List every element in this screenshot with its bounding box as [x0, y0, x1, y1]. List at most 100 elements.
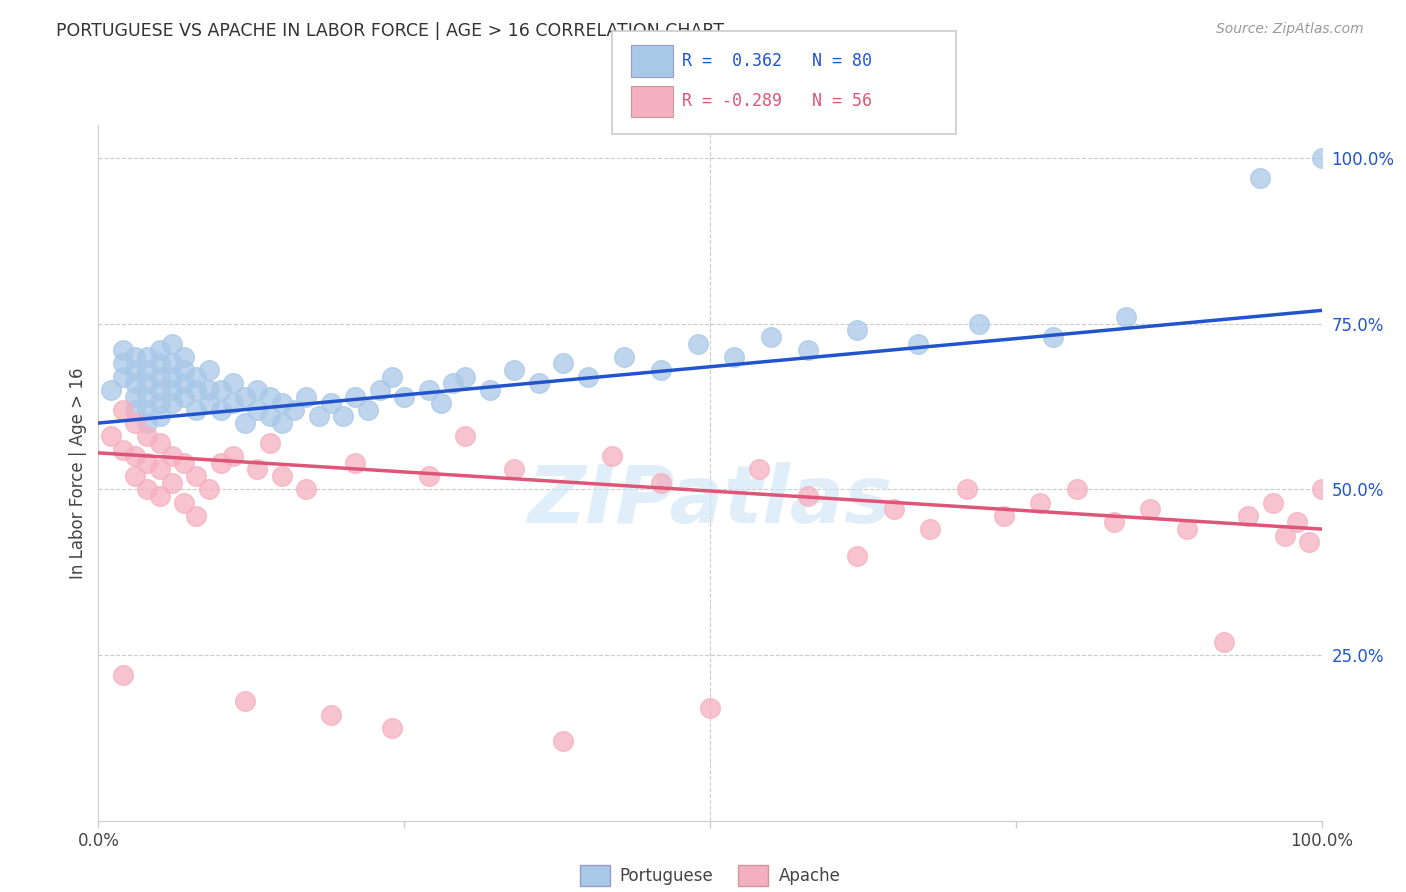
- Point: [233, 694, 256, 708]
- Point: [209, 383, 232, 397]
- Point: [124, 402, 146, 417]
- Point: [344, 390, 367, 404]
- Point: [613, 350, 636, 364]
- Point: [418, 469, 440, 483]
- Point: [136, 402, 159, 417]
- Point: [160, 369, 183, 384]
- Point: [1286, 516, 1309, 530]
- Point: [553, 356, 575, 370]
- Point: [111, 356, 134, 370]
- Point: [699, 701, 721, 715]
- Point: [1298, 535, 1320, 549]
- Point: [1029, 495, 1052, 509]
- Point: [124, 390, 146, 404]
- Point: [650, 363, 672, 377]
- Point: [149, 369, 172, 384]
- Point: [209, 402, 232, 417]
- Point: [993, 508, 1015, 523]
- Point: [111, 402, 134, 417]
- Point: [308, 409, 330, 424]
- Text: PORTUGUESE VS APACHE IN LABOR FORCE | AGE > 16 CORRELATION CHART: PORTUGUESE VS APACHE IN LABOR FORCE | AG…: [56, 22, 724, 40]
- Point: [173, 363, 195, 377]
- Point: [956, 483, 979, 497]
- Point: [124, 376, 146, 391]
- Point: [124, 449, 146, 463]
- Point: [920, 522, 942, 536]
- Point: [149, 462, 172, 476]
- Point: [553, 734, 575, 748]
- Legend: Portuguese, Apache: Portuguese, Apache: [574, 859, 846, 892]
- Point: [160, 396, 183, 410]
- Text: Source: ZipAtlas.com: Source: ZipAtlas.com: [1216, 22, 1364, 37]
- Point: [907, 336, 929, 351]
- Point: [136, 376, 159, 391]
- Point: [344, 456, 367, 470]
- Point: [259, 436, 281, 450]
- Point: [246, 383, 269, 397]
- Point: [197, 363, 219, 377]
- Point: [270, 396, 294, 410]
- Point: [124, 416, 146, 430]
- Point: [111, 369, 134, 384]
- Point: [1115, 310, 1137, 324]
- Point: [124, 350, 146, 364]
- Point: [149, 396, 172, 410]
- Point: [1042, 330, 1064, 344]
- Point: [197, 396, 219, 410]
- Point: [883, 502, 905, 516]
- Text: ZIPatlas: ZIPatlas: [527, 461, 893, 540]
- Point: [173, 376, 195, 391]
- Point: [173, 350, 195, 364]
- Point: [845, 323, 868, 337]
- Point: [259, 409, 281, 424]
- Point: [149, 356, 172, 370]
- Point: [1249, 170, 1271, 185]
- Point: [600, 449, 623, 463]
- Point: [186, 469, 208, 483]
- Point: [149, 343, 172, 358]
- Point: [186, 383, 208, 397]
- Point: [233, 416, 256, 430]
- Point: [1066, 483, 1088, 497]
- Point: [136, 350, 159, 364]
- Point: [136, 483, 159, 497]
- Point: [270, 469, 294, 483]
- Point: [149, 409, 172, 424]
- Point: [748, 462, 770, 476]
- Point: [173, 390, 195, 404]
- Point: [503, 462, 526, 476]
- Point: [392, 390, 416, 404]
- Point: [124, 469, 146, 483]
- Point: [136, 390, 159, 404]
- Point: [381, 369, 404, 384]
- Point: [222, 376, 245, 391]
- Point: [160, 475, 183, 490]
- Point: [1175, 522, 1198, 536]
- Point: [197, 383, 219, 397]
- Point: [100, 429, 122, 443]
- Point: [149, 383, 172, 397]
- Point: [356, 402, 378, 417]
- Point: [246, 402, 269, 417]
- Point: [136, 363, 159, 377]
- Point: [1139, 502, 1161, 516]
- Point: [222, 449, 245, 463]
- Point: [270, 416, 294, 430]
- Point: [173, 456, 195, 470]
- Point: [761, 330, 783, 344]
- Point: [186, 369, 208, 384]
- Point: [1212, 634, 1234, 648]
- Point: [233, 390, 256, 404]
- Y-axis label: In Labor Force | Age > 16: In Labor Force | Age > 16: [69, 367, 87, 579]
- Point: [845, 549, 868, 563]
- Point: [124, 363, 146, 377]
- Point: [1310, 151, 1333, 165]
- Point: [197, 483, 219, 497]
- Point: [160, 383, 183, 397]
- Point: [186, 402, 208, 417]
- Point: [209, 456, 232, 470]
- Point: [1274, 529, 1296, 543]
- Point: [111, 343, 134, 358]
- Point: [319, 707, 342, 722]
- Point: [222, 396, 245, 410]
